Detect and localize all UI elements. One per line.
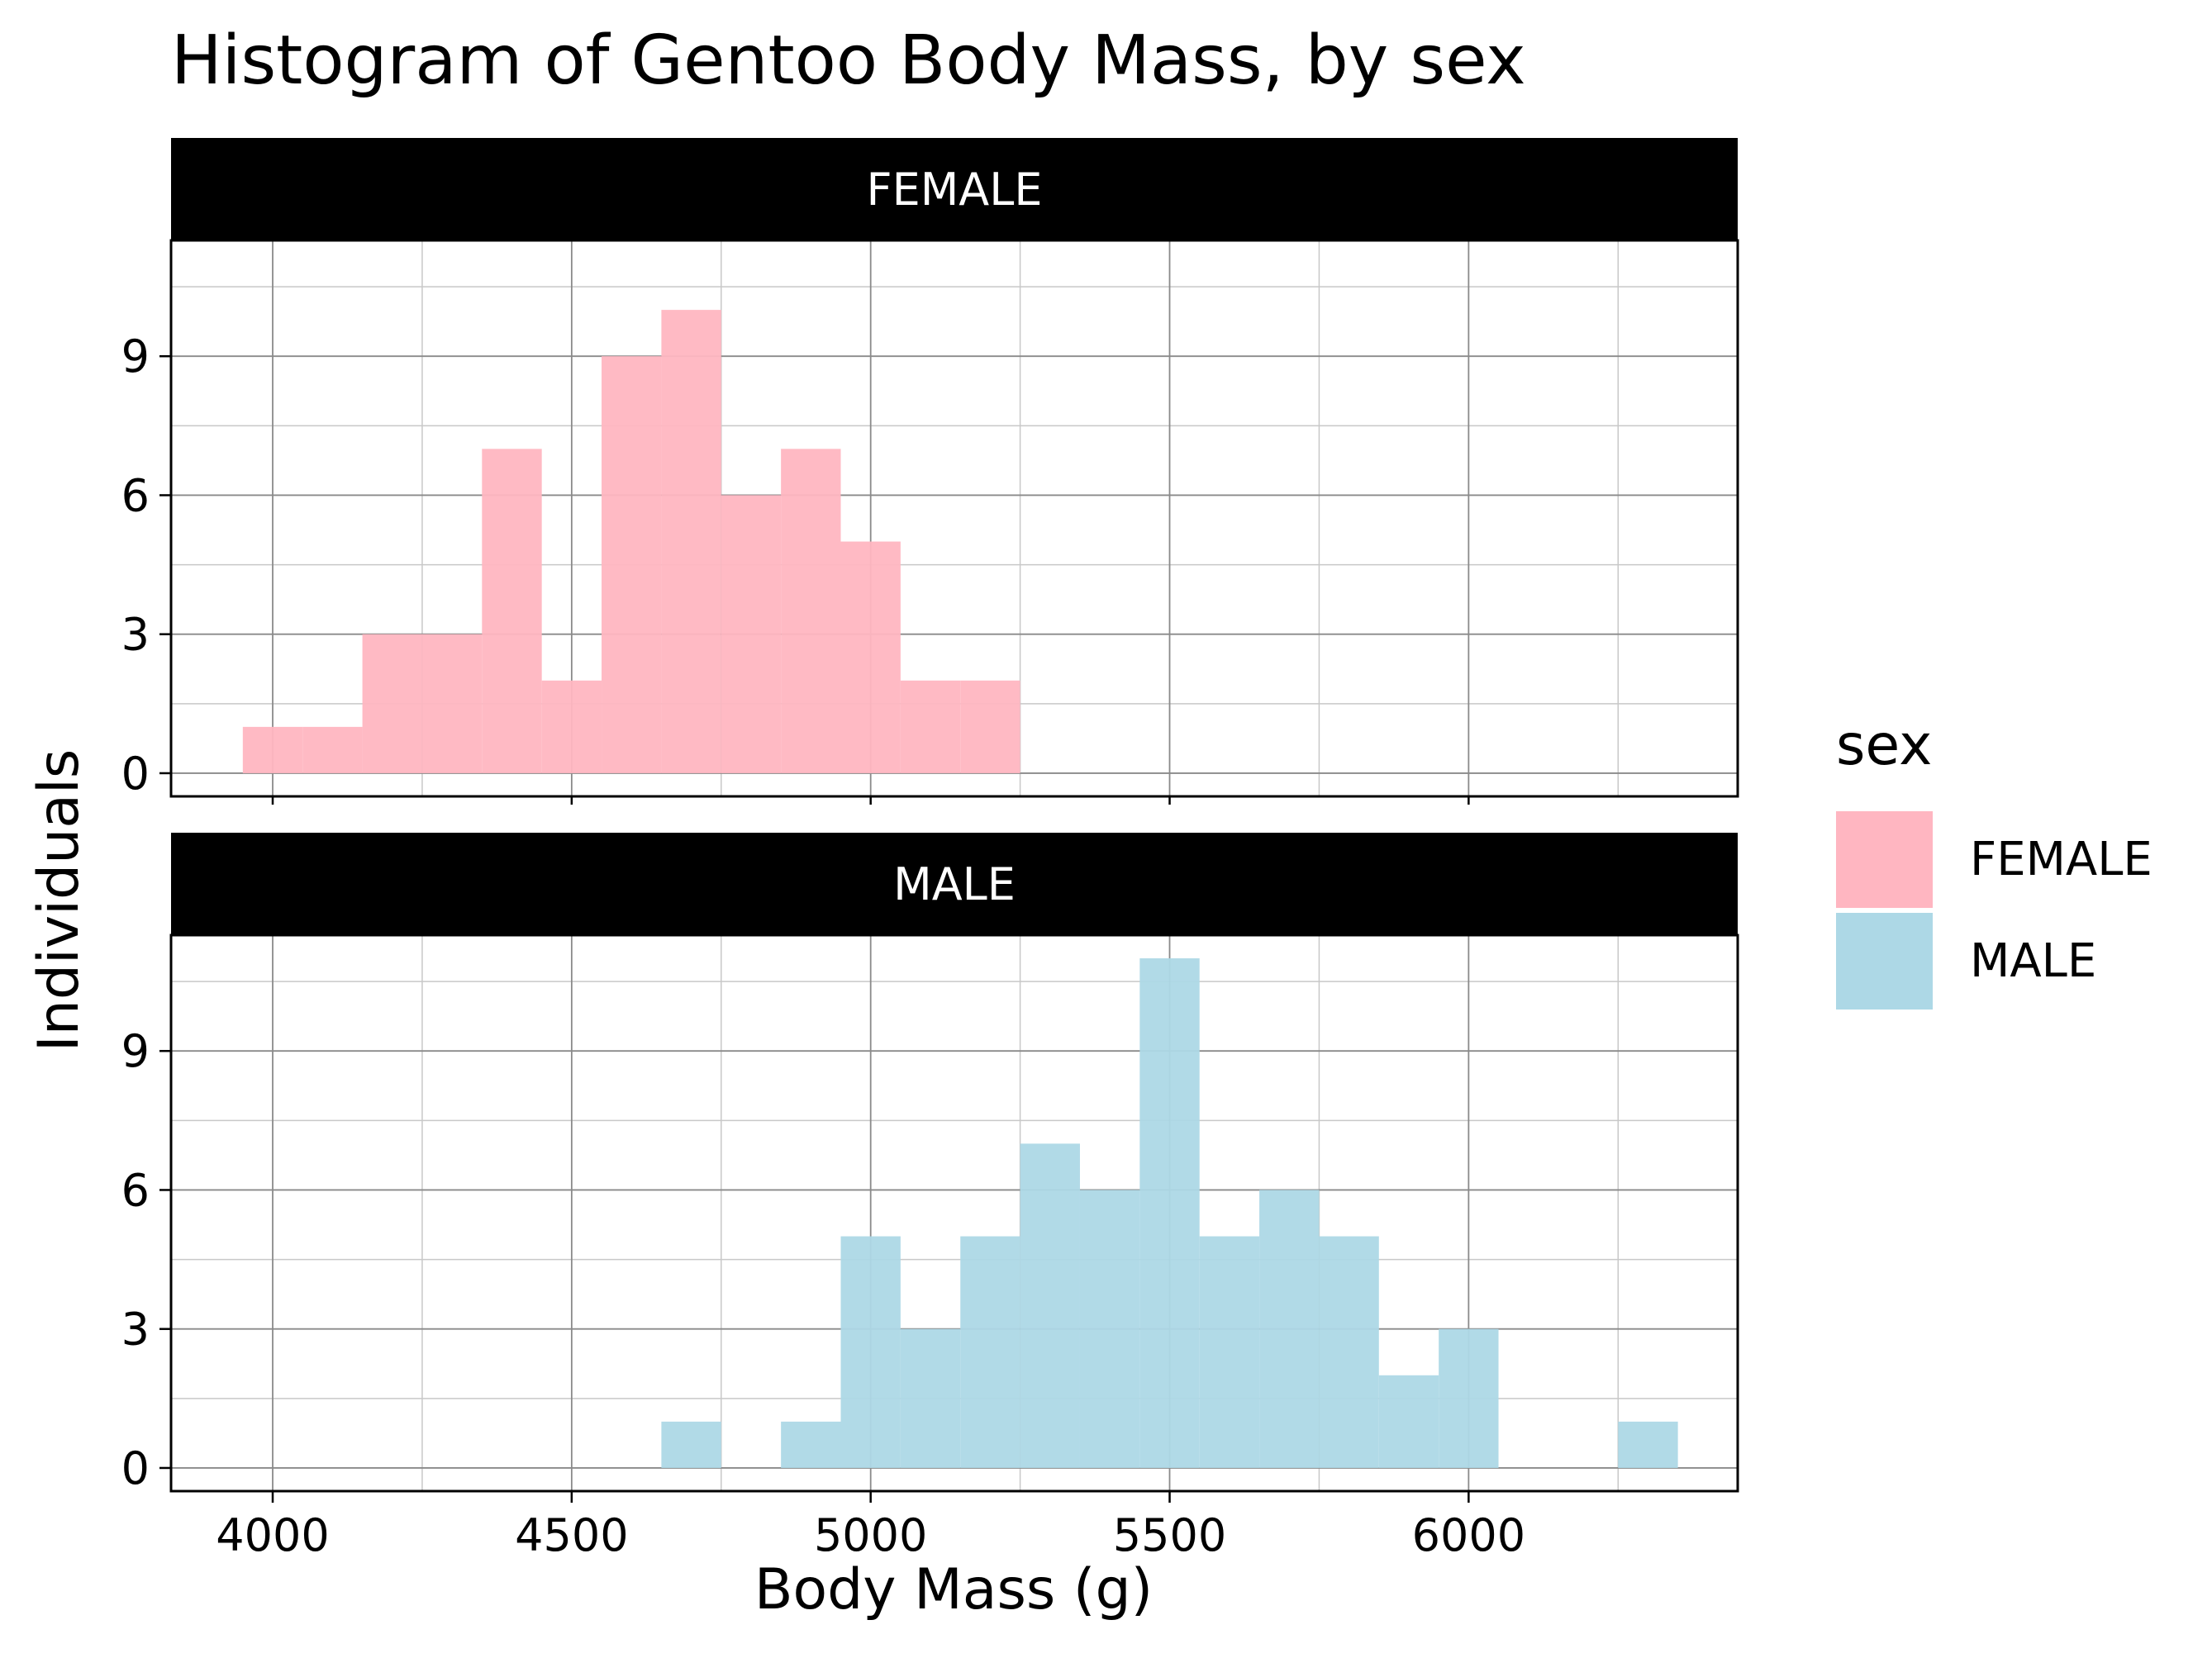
y-axis: 0 3 6 9 — [121, 330, 171, 800]
facet-panels: FEMALE 0 3 6 9 MALE 0 3 6 9 — [121, 138, 1739, 1494]
histogram-bar — [781, 1421, 841, 1468]
histogram-bar — [1319, 1236, 1379, 1468]
histogram-bar — [602, 356, 662, 773]
facet-panel-male: MALE 0 3 6 9 — [121, 833, 1739, 1494]
y-tick-label: 3 — [121, 1304, 150, 1356]
histogram-bar — [900, 680, 961, 773]
y-tick-label: 0 — [121, 1442, 150, 1494]
facet-strip-female — [171, 138, 1738, 240]
facet-strip-label: MALE — [893, 858, 1016, 910]
histogram-bar — [302, 726, 363, 773]
legend-label: FEMALE — [1970, 833, 2153, 886]
histogram-bar — [1199, 1236, 1260, 1468]
histogram-bars — [661, 958, 1678, 1468]
histogram-bar — [482, 449, 542, 773]
x-tick-label: 5000 — [814, 1509, 927, 1561]
histogram-bar — [661, 310, 721, 773]
x-axis-label: Body Mass (g) — [754, 1557, 1153, 1622]
x-tick-label: 6000 — [1412, 1509, 1525, 1561]
y-tick-label: 3 — [121, 609, 150, 661]
histogram-bar — [960, 1236, 1020, 1468]
facet-strip-male — [171, 833, 1738, 935]
histogram-bar — [1439, 1328, 1499, 1468]
histogram-bar — [1020, 1143, 1080, 1468]
histogram-bar — [900, 1328, 961, 1468]
histogram-bar — [1378, 1375, 1439, 1468]
y-axis: 0 3 6 9 — [121, 1025, 171, 1494]
histogram-bar — [721, 495, 782, 773]
y-tick-label: 6 — [121, 469, 150, 521]
histogram-bar — [362, 634, 422, 773]
x-tick-label: 4000 — [216, 1509, 329, 1561]
legend-swatch-male — [1836, 913, 1933, 1010]
histogram-bar — [541, 680, 602, 773]
y-axis-label: Individuals — [26, 749, 92, 1052]
y-tick-label: 9 — [121, 330, 150, 382]
histogram-bar — [421, 634, 483, 773]
histogram-bar — [1079, 1190, 1140, 1468]
y-tick-label: 9 — [121, 1025, 150, 1077]
y-tick-label: 0 — [121, 748, 150, 800]
legend-label: MALE — [1970, 934, 2096, 988]
histogram-bars — [242, 310, 1020, 773]
histogram-bar — [960, 680, 1020, 773]
histogram-bar — [1618, 1421, 1678, 1468]
x-tick-label: 4500 — [515, 1509, 628, 1561]
legend: sex FEMALE MALE — [1836, 713, 2153, 1010]
x-axis: 4000 4500 5000 5500 6000 — [216, 1491, 1525, 1561]
histogram-bar — [242, 726, 303, 773]
histogram-bar — [661, 1421, 721, 1468]
x-tick-label: 5500 — [1113, 1509, 1226, 1561]
histogram-bar — [840, 541, 901, 773]
histogram-bar — [1139, 958, 1200, 1468]
panel-border — [169, 934, 1739, 1493]
legend-swatch-female — [1836, 811, 1933, 908]
facet-strip-label: FEMALE — [867, 164, 1043, 216]
histogram-bar — [840, 1236, 901, 1468]
histogram-bar — [781, 449, 841, 773]
facet-panel-female: FEMALE 0 3 6 9 — [121, 138, 1739, 805]
chart-title: Histogram of Gentoo Body Mass, by sex — [171, 21, 1526, 100]
histogram-bar — [1259, 1190, 1320, 1468]
panel-border — [169, 239, 1739, 798]
legend-title: sex — [1836, 713, 1932, 778]
y-tick-label: 6 — [121, 1164, 150, 1216]
